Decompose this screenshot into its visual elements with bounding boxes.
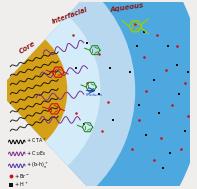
Text: + (b-h)$^+_n$: + (b-h)$^+_n$ — [26, 160, 48, 170]
Text: + CTA$^+$: + CTA$^+$ — [26, 136, 46, 145]
Text: Core: Core — [18, 40, 36, 55]
Text: + H$^+$: + H$^+$ — [14, 180, 29, 189]
Wedge shape — [0, 0, 135, 189]
Wedge shape — [0, 15, 100, 166]
Text: Products: Products — [86, 93, 103, 97]
Text: Interfacial: Interfacial — [51, 7, 88, 26]
Text: + C$_{12}$E$_6$: + C$_{12}$E$_6$ — [26, 149, 47, 158]
Text: + Br$^-$: + Br$^-$ — [14, 172, 30, 180]
Text: Aqueous: Aqueous — [110, 2, 144, 13]
Wedge shape — [0, 40, 67, 142]
